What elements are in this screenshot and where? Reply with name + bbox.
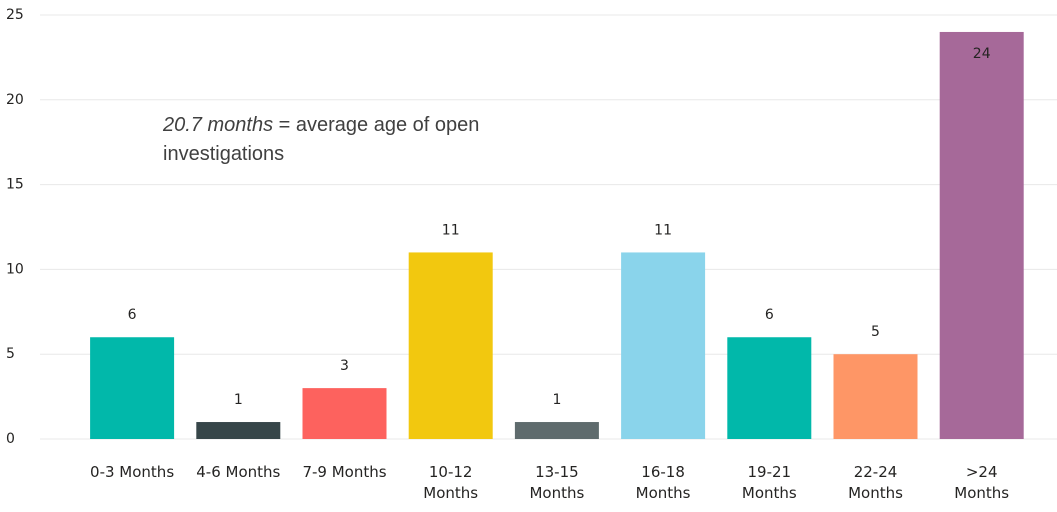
bar (833, 354, 918, 439)
x-tick-label: 7-9 Months (302, 463, 387, 481)
x-tick-label: 13-15 Months (529, 463, 585, 502)
x-tick-label: 10-12 Months (423, 463, 479, 502)
bar (727, 337, 812, 439)
value-label: 3 (340, 358, 349, 374)
annotation-emphasis: 20.7 months (163, 114, 274, 136)
bar (621, 252, 706, 439)
y-tick-label: 20 (6, 92, 24, 108)
value-label: 11 (442, 222, 460, 238)
bar (408, 252, 493, 439)
value-label: 5 (871, 324, 880, 340)
y-tick-label: 10 (6, 261, 24, 277)
value-label: 11 (654, 222, 672, 238)
y-tick-label: 0 (6, 431, 15, 447)
x-tick-label: 0-3 Months (90, 463, 175, 481)
bar (939, 31, 1024, 440)
value-label: 6 (128, 307, 137, 323)
bar (196, 422, 281, 439)
value-label: 1 (552, 392, 561, 408)
value-label: 6 (765, 307, 774, 323)
annotation: 20.7 months = average age of open invest… (163, 111, 503, 169)
y-tick-label: 25 (6, 7, 24, 23)
y-tick-label: 5 (6, 346, 15, 362)
x-tick-label: 19-21 Months (741, 463, 797, 502)
x-tick-label: 22-24 Months (848, 463, 903, 502)
bar (90, 337, 175, 439)
bar (302, 388, 387, 439)
value-label: 24 (973, 46, 991, 62)
value-label: 1 (234, 392, 243, 408)
y-tick-label: 15 (6, 177, 24, 193)
bar (514, 422, 599, 439)
annotation-text: = average age of open investigations (163, 114, 480, 165)
x-tick-label: >24 Months (954, 463, 1010, 502)
x-tick-label: 16-18 Months (635, 463, 691, 502)
x-tick-label: 4-6 Months (196, 463, 281, 481)
